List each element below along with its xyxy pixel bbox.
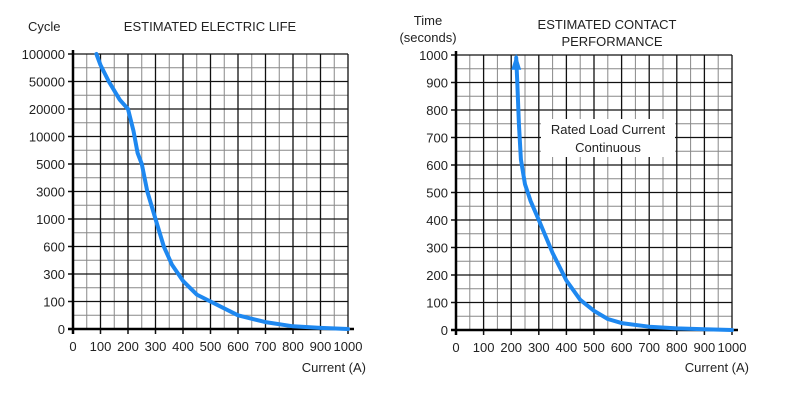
y-axis-label: Cycle bbox=[28, 19, 61, 34]
x-tick-label: 900 bbox=[694, 340, 716, 355]
y-tick-label: 0 bbox=[58, 322, 65, 337]
x-tick-label: 200 bbox=[500, 340, 522, 355]
y-tick-label: 100000 bbox=[22, 47, 65, 62]
x-tick-label: 200 bbox=[117, 339, 139, 354]
x-tick-label: 700 bbox=[255, 339, 277, 354]
x-tick-label: 700 bbox=[638, 340, 660, 355]
chart-title-line1: ESTIMATED CONTACT bbox=[538, 17, 677, 32]
y-tick-label: 5000 bbox=[36, 157, 65, 172]
x-tick-label: 600 bbox=[611, 340, 633, 355]
x-tick-label: 100 bbox=[90, 339, 112, 354]
arrowhead-icon bbox=[511, 53, 522, 70]
annotation-line2: Continuous bbox=[575, 140, 641, 155]
y-tick-label: 300 bbox=[426, 241, 448, 256]
y-axis-label-line1: Time bbox=[414, 13, 442, 28]
y-tick-label: 100 bbox=[426, 296, 448, 311]
annotation-line1: Rated Load Current bbox=[551, 122, 666, 137]
x-tick-label: 500 bbox=[200, 339, 222, 354]
x-tick-label: 0 bbox=[69, 339, 76, 354]
x-tick-label: 300 bbox=[145, 339, 167, 354]
y-tick-label: 600 bbox=[426, 158, 448, 173]
contact-performance-chart: Time (seconds) ESTIMATED CONTACT PERFORM… bbox=[399, 13, 749, 375]
x-axis-label: Current (A) bbox=[685, 360, 749, 375]
y-tick-label: 1000 bbox=[36, 212, 65, 227]
x-tick-label: 0 bbox=[452, 340, 459, 355]
x-tick-label: 500 bbox=[583, 340, 605, 355]
y-tick-label: 600 bbox=[43, 240, 65, 255]
x-tick-label: 400 bbox=[172, 339, 194, 354]
y-axis-label-line2: (seconds) bbox=[399, 30, 456, 45]
series-line bbox=[94, 52, 350, 331]
y-tick-label: 200 bbox=[426, 268, 448, 283]
chart-title-line2: PERFORMANCE bbox=[561, 34, 662, 49]
y-tick-label: 20000 bbox=[29, 102, 65, 117]
x-tick-label: 800 bbox=[282, 339, 304, 354]
y-tick-label: 1000 bbox=[419, 48, 448, 63]
x-axis-label: Current (A) bbox=[302, 360, 366, 375]
chart-title: ESTIMATED ELECTRIC LIFE bbox=[124, 19, 297, 34]
x-tick-label: 600 bbox=[227, 339, 249, 354]
x-tick-label: 300 bbox=[528, 340, 550, 355]
y-tick-label: 800 bbox=[426, 103, 448, 118]
series-line bbox=[514, 55, 734, 332]
y-tick-label: 100 bbox=[43, 295, 65, 310]
x-tick-label: 1000 bbox=[334, 339, 363, 354]
x-tick-label: 1000 bbox=[718, 340, 747, 355]
y-tick-label: 700 bbox=[426, 131, 448, 146]
y-tick-label: 50000 bbox=[29, 75, 65, 90]
y-tick-label: 400 bbox=[426, 213, 448, 228]
y-tick-label: 900 bbox=[426, 76, 448, 91]
y-tick-label: 0 bbox=[441, 323, 448, 338]
x-tick-label: 100 bbox=[473, 340, 495, 355]
x-tick-label: 800 bbox=[666, 340, 688, 355]
y-tick-label: 3000 bbox=[36, 185, 65, 200]
x-tick-label: 400 bbox=[556, 340, 578, 355]
electric-life-chart: Cycle ESTIMATED ELECTRIC LIFE Current (A… bbox=[22, 19, 366, 375]
y-tick-label: 10000 bbox=[29, 130, 65, 145]
annotation-box bbox=[541, 119, 675, 157]
y-tick-label: 300 bbox=[43, 267, 65, 282]
y-tick-label: 500 bbox=[426, 186, 448, 201]
x-tick-label: 900 bbox=[310, 339, 332, 354]
